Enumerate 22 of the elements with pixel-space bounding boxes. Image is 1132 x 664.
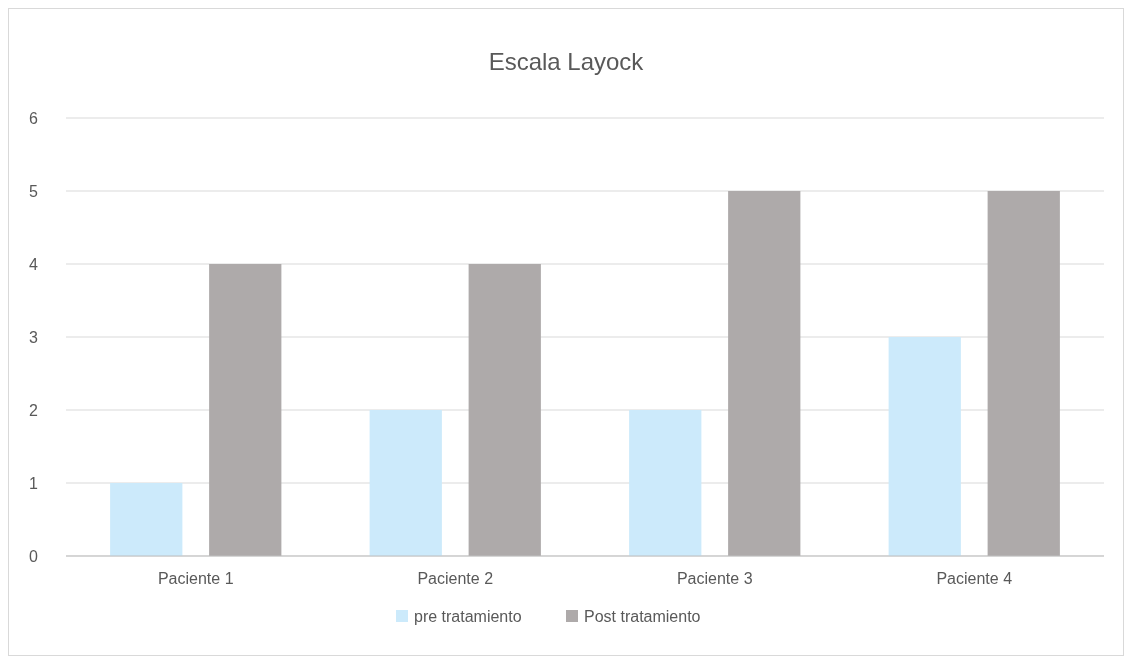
x-tick-label: Paciente 1 [157, 570, 234, 587]
bar [110, 483, 183, 556]
x-tick-label: Paciente 2 [417, 570, 494, 587]
bar [209, 264, 282, 556]
x-tick-label: Paciente 3 [676, 570, 753, 587]
legend-label: pre tratamiento [414, 607, 522, 625]
legend-label: Post tratamiento [584, 607, 701, 625]
y-tick-label: 5 [29, 182, 39, 200]
y-tick-label: 6 [29, 109, 39, 127]
y-tick-label: 4 [29, 255, 39, 273]
y-tick-label: 0 [29, 547, 39, 565]
bar [888, 337, 961, 556]
bar [728, 191, 801, 556]
chart-title: Escala Layock [488, 48, 645, 75]
bar [369, 410, 442, 556]
y-tick-label: 3 [29, 328, 39, 346]
y-tick-label: 1 [29, 474, 39, 492]
bar [468, 264, 541, 556]
y-tick-label: 2 [29, 401, 39, 419]
bar [629, 410, 702, 556]
x-tick-label: Paciente 4 [936, 570, 1013, 587]
bar [987, 191, 1060, 556]
